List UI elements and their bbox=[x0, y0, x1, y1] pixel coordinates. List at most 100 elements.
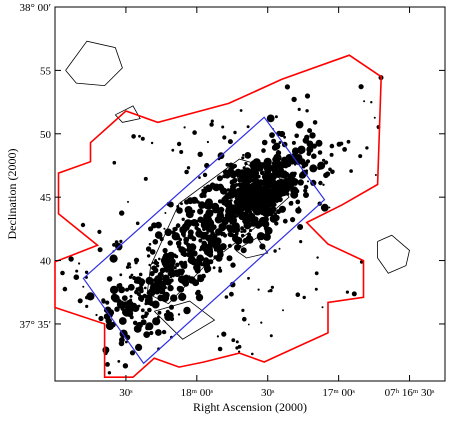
source-point bbox=[316, 256, 319, 259]
source-point bbox=[195, 293, 204, 302]
source-point bbox=[345, 290, 349, 294]
source-point bbox=[150, 141, 154, 145]
source-point bbox=[242, 228, 247, 233]
source-point bbox=[218, 268, 223, 273]
source-point bbox=[137, 286, 144, 292]
source-point bbox=[277, 185, 286, 194]
source-point bbox=[234, 227, 241, 233]
source-point bbox=[228, 231, 234, 238]
source-point bbox=[86, 292, 95, 301]
source-point bbox=[146, 254, 151, 258]
source-point bbox=[133, 325, 142, 333]
source-point bbox=[179, 226, 188, 234]
source-point bbox=[125, 306, 130, 311]
source-point bbox=[262, 216, 269, 223]
source-point bbox=[244, 175, 253, 185]
source-point bbox=[198, 261, 203, 265]
source-point bbox=[235, 214, 239, 218]
tick-labels: 30ˢ 18ᵐ 00ˢ 30ˢ 17ᵐ 00ˢ 07ʰ 16ᵐ 30ˢ 38° 00′ 55… bbox=[19, 2, 435, 399]
y-tick-label: 50 bbox=[40, 129, 52, 141]
source-point bbox=[165, 309, 170, 314]
x-tick-label: 07ʰ 16ᵐ 30ˢ bbox=[385, 387, 435, 399]
source-point bbox=[196, 254, 204, 263]
source-point bbox=[62, 286, 68, 292]
source-point bbox=[84, 270, 89, 274]
source-point bbox=[295, 292, 301, 298]
source-point bbox=[149, 271, 155, 277]
source-point bbox=[255, 204, 263, 212]
source-point bbox=[175, 262, 180, 267]
source-point bbox=[198, 201, 206, 209]
source-point bbox=[206, 140, 209, 144]
source-point bbox=[97, 229, 102, 234]
source-point bbox=[270, 190, 277, 197]
source-point bbox=[117, 360, 121, 363]
source-point bbox=[149, 249, 156, 255]
source-point bbox=[200, 232, 207, 239]
source-point bbox=[151, 261, 154, 264]
source-point bbox=[105, 362, 110, 367]
source-point bbox=[291, 147, 300, 155]
contour-line bbox=[65, 40, 123, 87]
y-tick-label: 38° 00′ bbox=[19, 2, 51, 14]
source-point bbox=[199, 192, 205, 199]
source-point bbox=[125, 340, 128, 344]
source-point bbox=[137, 304, 141, 308]
source-point bbox=[167, 251, 175, 260]
source-point bbox=[201, 242, 209, 251]
source-point bbox=[118, 286, 126, 294]
source-point bbox=[109, 285, 119, 295]
source-point bbox=[149, 330, 154, 336]
source-point bbox=[163, 291, 170, 299]
source-point bbox=[291, 96, 297, 103]
source-point bbox=[239, 109, 243, 112]
source-point bbox=[176, 285, 183, 292]
source-point bbox=[274, 115, 278, 119]
source-point bbox=[242, 316, 247, 322]
source-point bbox=[297, 206, 300, 209]
source-point bbox=[145, 246, 152, 252]
source-point bbox=[177, 313, 181, 316]
source-point bbox=[140, 314, 145, 319]
source-point bbox=[269, 334, 273, 338]
source-point bbox=[297, 224, 304, 230]
source-point bbox=[223, 172, 231, 179]
source-point bbox=[210, 233, 217, 240]
source-point bbox=[174, 254, 179, 259]
source-point bbox=[129, 298, 133, 302]
source-point bbox=[101, 299, 106, 304]
source-point bbox=[176, 244, 182, 249]
source-point bbox=[161, 260, 166, 264]
source-point bbox=[307, 180, 309, 183]
source-point bbox=[194, 267, 201, 274]
source-point bbox=[217, 199, 223, 204]
source-point bbox=[227, 243, 232, 248]
source-point bbox=[131, 134, 136, 139]
source-point bbox=[224, 170, 228, 173]
source-point bbox=[234, 236, 243, 245]
source-point bbox=[252, 181, 260, 189]
source-point bbox=[152, 317, 161, 326]
inner-region-outline bbox=[82, 116, 326, 365]
source-point bbox=[273, 161, 278, 166]
source-point bbox=[183, 126, 186, 129]
source-point bbox=[180, 202, 183, 206]
source-point bbox=[240, 247, 247, 254]
source-point bbox=[365, 146, 369, 150]
source-point bbox=[342, 147, 347, 152]
source-point bbox=[269, 206, 277, 213]
source-point bbox=[259, 170, 265, 176]
source-point bbox=[226, 188, 231, 192]
x-tick-label: 18ᵐ 00ˢ bbox=[181, 387, 214, 399]
source-point bbox=[144, 286, 147, 290]
source-point bbox=[230, 262, 236, 268]
source-point bbox=[80, 222, 86, 228]
source-point bbox=[278, 130, 286, 138]
source-point bbox=[374, 174, 377, 176]
source-point bbox=[105, 300, 110, 305]
source-point bbox=[280, 169, 284, 173]
source-point bbox=[370, 101, 373, 104]
source-point bbox=[221, 331, 227, 337]
source-point bbox=[249, 212, 253, 216]
source-point bbox=[181, 217, 185, 221]
